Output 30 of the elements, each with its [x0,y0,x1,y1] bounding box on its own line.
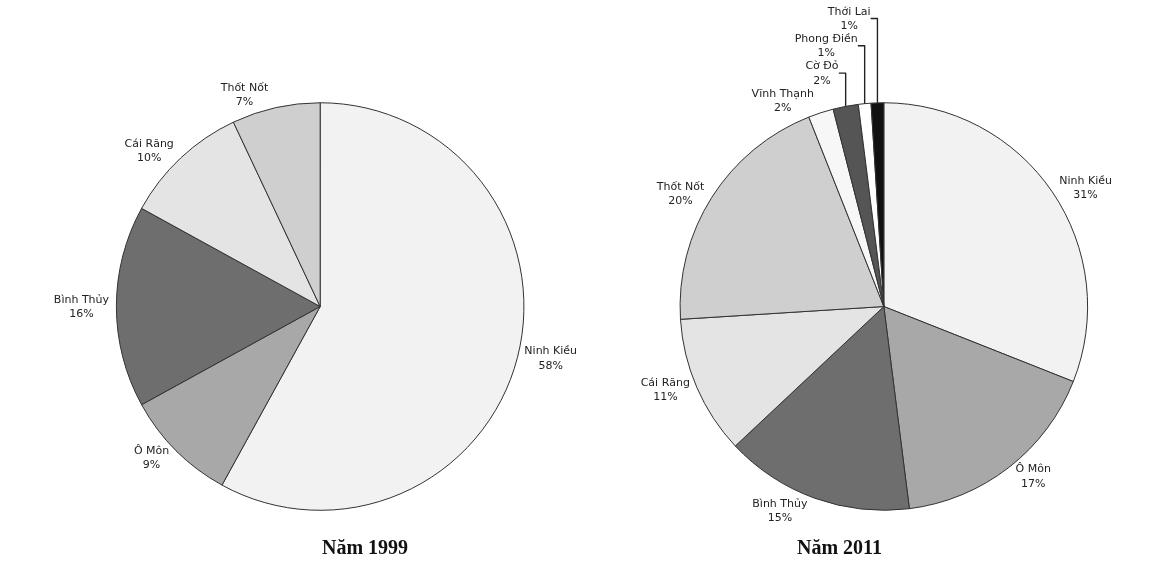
slice-label: Ô Môn [133,443,170,457]
text: Năm 2011 [797,536,882,558]
data-label: 20% [668,194,693,208]
data-label: 11% [653,390,678,404]
data-label: 9% [142,458,161,472]
slice-label: Phong Điền [794,32,858,46]
data-label: 1% [840,19,858,33]
text: Năm 1999 [322,536,409,558]
slice-label: Vĩnh Thạnh [751,86,815,100]
slice-label: Thốt Nốt [655,179,705,193]
data-label: 58% [538,358,563,372]
slice-label: Thới Lai [826,4,871,18]
data-label: 31% [1073,188,1098,202]
slice-label: Cái Răng [124,137,174,151]
data-label: 16% [69,307,94,321]
slice-label: Ninh Kiều [524,344,578,358]
data-label: 2% [774,101,792,115]
data-label: 7% [235,95,254,109]
slice-label: Bình Thủy [53,292,110,306]
slice-label: Ô Môn [1015,462,1051,476]
slice-label: Thốt Nốt [219,81,269,95]
data-label: 2% [813,73,831,87]
data-label: 15% [767,510,793,524]
slice-label: Cái Răng [640,375,690,389]
slice-label: Cờ Đỏ [805,59,839,73]
slice-label: Bình Thủy [752,496,808,510]
data-label: 1% [817,46,835,60]
slice-label: Ninh Kiều [1059,174,1112,188]
data-label: 17% [1021,476,1046,490]
data-label: 10% [136,151,162,165]
